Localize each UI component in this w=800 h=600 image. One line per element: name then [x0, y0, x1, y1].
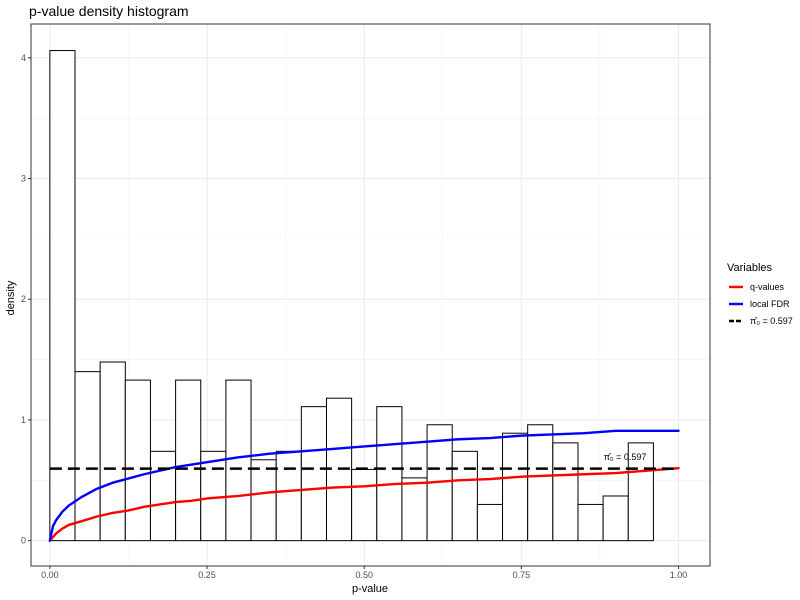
histogram-bar [49, 50, 76, 542]
y-tick-label: 3 [21, 174, 26, 184]
plot-panel: π̂₀ = 0.597 0.00 0.25 0.50 0.75 1.00 0 1 2 3 4 [21, 23, 711, 580]
histogram-bar [451, 450, 478, 542]
legend-label: π̂₀ = 0.597 [750, 316, 793, 326]
legend-label: local FDR [750, 299, 790, 309]
q-values-line [48, 467, 680, 542]
histogram-bar [627, 442, 654, 542]
histogram-bar [175, 379, 202, 542]
histogram-bar [602, 495, 629, 542]
y-tick-label: 0 [21, 536, 26, 546]
histogram-bar [376, 406, 403, 542]
y-tick-label: 1 [21, 415, 26, 425]
x-tick-label: 0.00 [41, 570, 59, 580]
local-fdr-line [48, 429, 680, 542]
panel-border [30, 23, 711, 567]
histogram-bar [124, 379, 151, 542]
histogram-bar [250, 459, 277, 542]
histogram-bar [351, 468, 378, 542]
legend-label: q-values [750, 282, 785, 292]
x-axis-title: p-value [352, 583, 388, 595]
y-tick-label: 4 [21, 53, 26, 63]
histogram-bar [200, 450, 227, 542]
y-axis-title: density [5, 280, 17, 315]
histogram-bar [225, 379, 252, 542]
y-tick-label: 2 [21, 294, 26, 304]
x-tick-label: 0.50 [355, 570, 373, 580]
histogram-bar [527, 424, 554, 542]
x-tick-label: 0.25 [198, 570, 216, 580]
pi0-annotation: π̂₀ = 0.597 [604, 452, 647, 462]
histogram-bar [577, 503, 604, 542]
chart-title: p-value density histogram [29, 3, 189, 19]
histogram-bar [275, 450, 302, 542]
histogram-bar [401, 477, 428, 542]
histogram-bar [552, 442, 579, 542]
histogram-bar [300, 406, 327, 542]
histogram-bar [476, 503, 504, 542]
histogram-bar [149, 450, 177, 542]
histogram-bar [74, 371, 101, 542]
legend-title: Variables [727, 262, 773, 274]
x-tick-label: 1.00 [670, 570, 688, 580]
x-tick-label: 0.75 [513, 570, 531, 580]
histogram-bar [502, 432, 529, 542]
legend: Variables q-values local FDR π̂₀ = 0.597 [727, 262, 793, 326]
